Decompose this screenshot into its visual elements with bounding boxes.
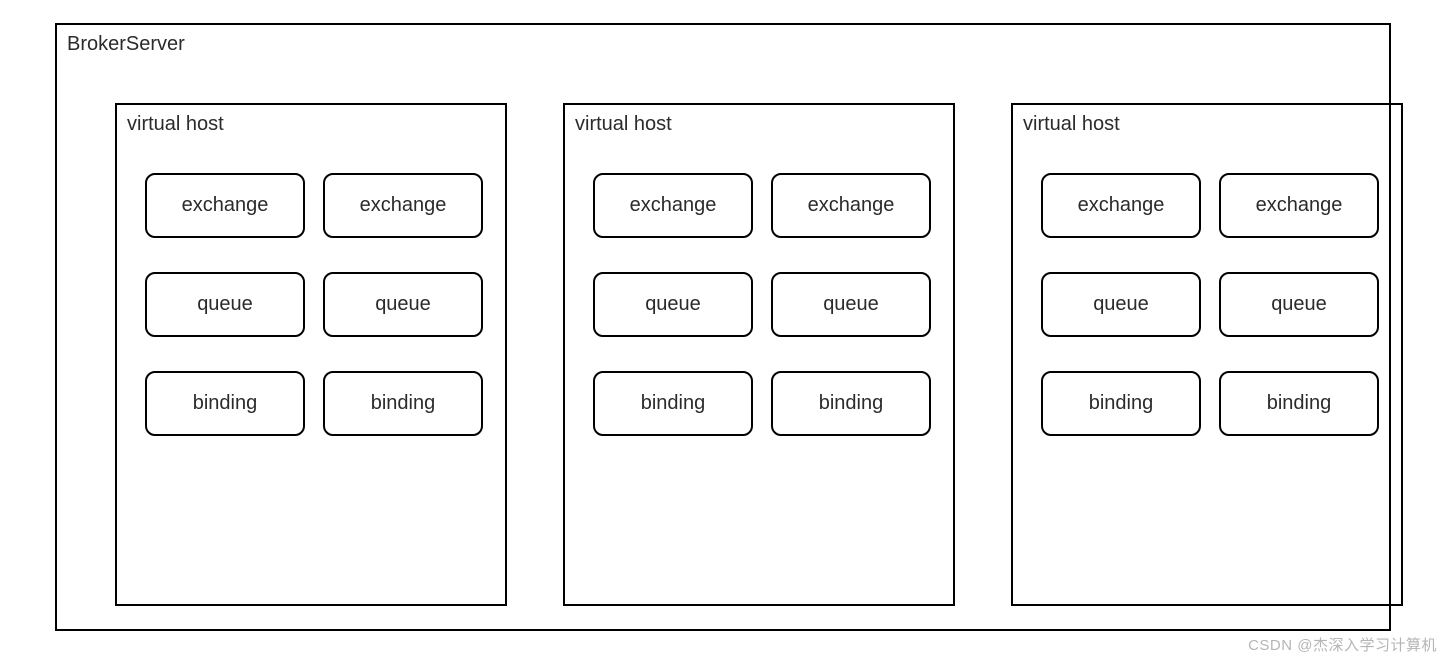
- binding-box: binding: [145, 371, 305, 436]
- queue-box: queue: [593, 272, 753, 337]
- virtual-host-label: virtual host: [1023, 113, 1120, 136]
- exchange-box: exchange: [593, 173, 753, 238]
- exchange-box: exchange: [771, 173, 931, 238]
- virtual-host-label: virtual host: [575, 113, 672, 136]
- exchange-box: exchange: [1219, 173, 1379, 238]
- exchange-box: exchange: [145, 173, 305, 238]
- vhost-container: virtual host exchange exchange queue que…: [115, 103, 1403, 606]
- exchange-box: exchange: [1041, 173, 1201, 238]
- binding-box: binding: [593, 371, 753, 436]
- queue-box: queue: [1041, 272, 1201, 337]
- queue-box: queue: [145, 272, 305, 337]
- broker-server-label: BrokerServer: [67, 33, 185, 56]
- watermark-text: CSDN @杰深入学习计算机: [1248, 634, 1437, 655]
- virtual-host-box: virtual host exchange exchange queue que…: [563, 103, 955, 606]
- virtual-host-box: virtual host exchange exchange queue que…: [1011, 103, 1403, 606]
- queue-box: queue: [771, 272, 931, 337]
- queue-box: queue: [1219, 272, 1379, 337]
- binding-box: binding: [771, 371, 931, 436]
- binding-box: binding: [1041, 371, 1201, 436]
- broker-server-box: BrokerServer virtual host exchange excha…: [55, 23, 1391, 631]
- queue-box: queue: [323, 272, 483, 337]
- vhost-item-grid: exchange exchange queue queue binding bi…: [593, 173, 931, 436]
- exchange-box: exchange: [323, 173, 483, 238]
- binding-box: binding: [1219, 371, 1379, 436]
- vhost-item-grid: exchange exchange queue queue binding bi…: [145, 173, 483, 436]
- binding-box: binding: [323, 371, 483, 436]
- virtual-host-label: virtual host: [127, 113, 224, 136]
- virtual-host-box: virtual host exchange exchange queue que…: [115, 103, 507, 606]
- vhost-item-grid: exchange exchange queue queue binding bi…: [1041, 173, 1379, 436]
